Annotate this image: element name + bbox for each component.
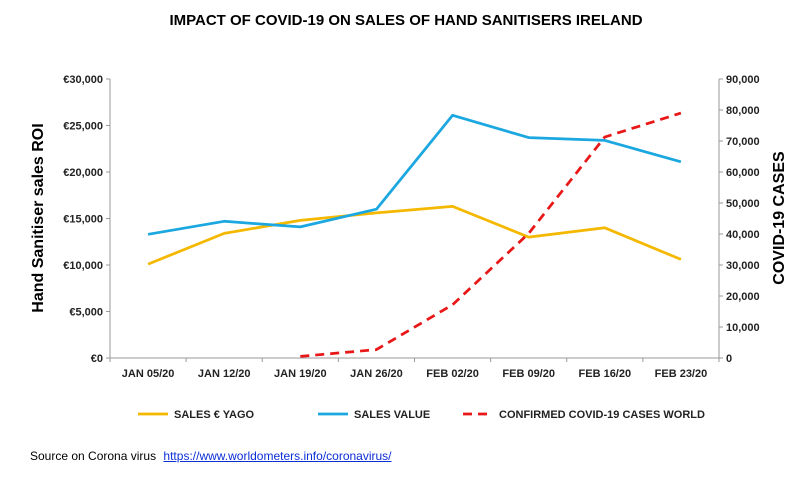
legend-label-2: CONFIRMED COVID-19 CASES WORLD	[499, 409, 705, 421]
legend-label-1: SALES VALUE	[354, 409, 430, 421]
x-tick-label: FEB 16/20	[579, 368, 632, 380]
x-tick-label: FEB 09/20	[502, 368, 555, 380]
y-tick-label: €15,000	[63, 214, 103, 226]
series-line-2	[300, 111, 682, 358]
y2-tick-label: 50,000	[726, 198, 760, 210]
axes: €0 €5,000 €10,000 €15,000 €20,000 €25,000 €30,…	[63, 74, 759, 380]
x-tick-label: JAN 26/20	[350, 368, 403, 380]
series-layer	[147, 111, 682, 358]
y2-tick-label: 90,000	[726, 74, 760, 86]
y-tick-label: €0	[91, 353, 103, 365]
y2-tick-label: 80,000	[726, 105, 760, 117]
y-tick-label: €5,000	[69, 307, 103, 319]
y2-tick-label: 0	[726, 353, 732, 365]
x-tick-label: FEB 23/20	[655, 368, 708, 380]
y-tick-label: €30,000	[63, 74, 103, 86]
source-link[interactable]: https://www.worldometers.info/coronaviru…	[163, 449, 392, 463]
series-line-1	[147, 113, 682, 236]
y2-tick-label: 10,000	[726, 322, 760, 334]
y2-tick-label: 40,000	[726, 229, 760, 241]
legend-label-0: SALES € YAGO	[174, 409, 255, 421]
chart-title: IMPACT OF COVID-19 ON SALES OF HAND SANI…	[169, 12, 642, 29]
y2-tick-label: 60,000	[726, 167, 760, 179]
y2-axis-label: COVID-19 CASES	[771, 151, 788, 285]
series-line-0	[147, 205, 682, 266]
x-tick-label: FEB 02/20	[426, 368, 479, 380]
source-label: Source on Corona virus	[30, 449, 157, 463]
y-axis-label: Hand Sanitiser sales ROI	[30, 123, 47, 312]
y2-tick-label: 30,000	[726, 260, 760, 272]
x-tick-label: JAN 05/20	[122, 368, 175, 380]
source-note: Source on Corona virus https://www.world…	[30, 449, 392, 463]
y2-tick-label: 20,000	[726, 291, 760, 303]
x-tick-label: JAN 19/20	[274, 368, 327, 380]
y-tick-label: €25,000	[63, 121, 103, 133]
y2-tick-label: 70,000	[726, 136, 760, 148]
y-tick-label: €20,000	[63, 167, 103, 179]
x-tick-label: JAN 12/20	[198, 368, 251, 380]
legend: SALES € YAGO SALES VALUE CONFIRMED COVID-1…	[138, 409, 705, 421]
y-tick-label: €10,000	[63, 260, 103, 272]
